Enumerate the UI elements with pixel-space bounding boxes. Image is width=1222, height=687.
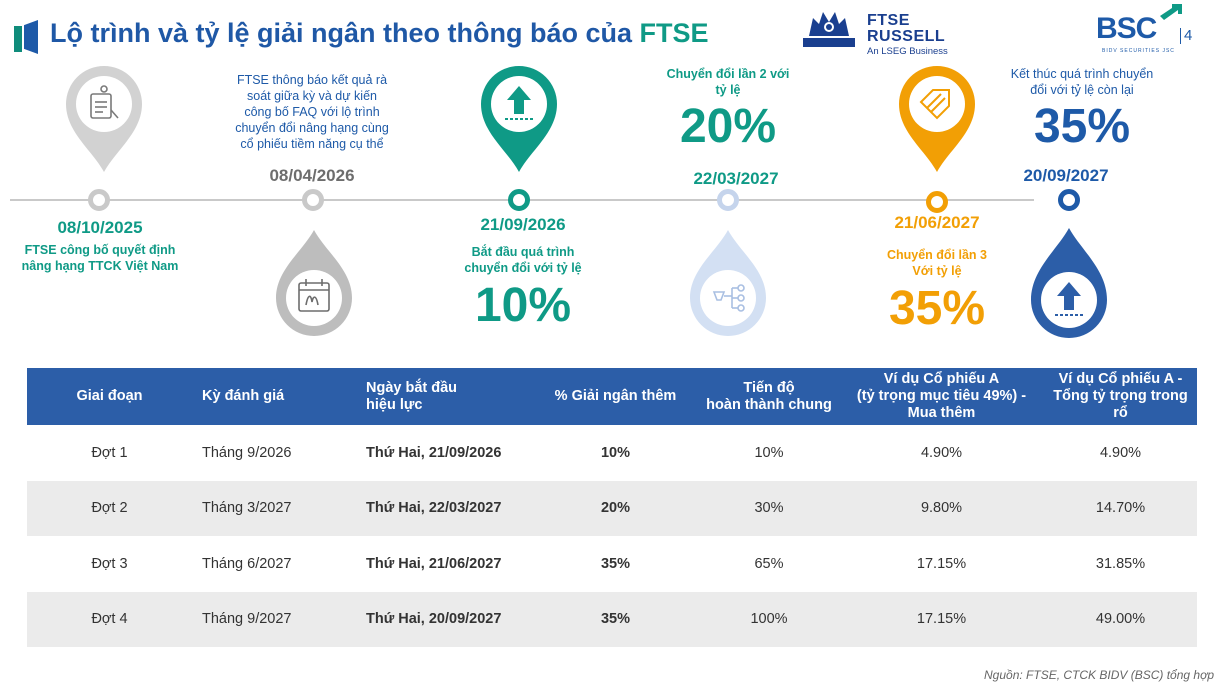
milestone-3-percent: 10%	[474, 279, 572, 332]
milestone-3-date: 21/09/2026	[480, 215, 566, 234]
cell-example-buy-more: 17.15%	[839, 591, 1044, 647]
cell-effective-date: Thứ Hai, 22/03/2027	[360, 480, 532, 536]
header-example-buy-more: Ví dụ Cổ phiếu A (tỷ trọng mục tiêu 49%) …	[839, 368, 1044, 425]
cell-effective-date: Thứ Hai, 21/06/2027	[366, 555, 502, 572]
cell-additional-disbursement: 35%	[600, 555, 631, 572]
upload-icon	[1055, 282, 1083, 316]
bsc-logo-text: BSC	[1096, 12, 1157, 45]
header-effective-date: Ngày bắt đầu hiệu lực	[360, 368, 532, 425]
milestone-1-node	[88, 189, 110, 211]
header-example-total-weight: Ví dụ Cổ phiếu A - Tổng tỷ trọng trong rổ	[1044, 368, 1197, 425]
cell-effective-date: Thứ Hai, 20/09/2027	[360, 591, 532, 647]
cell-phase: Đợt 2	[27, 480, 192, 536]
milestone-2-date: 08/04/2026	[269, 166, 355, 185]
cell-review-period: Tháng 3/2027	[192, 480, 360, 536]
milestone-6-node	[1058, 189, 1080, 211]
bsc-arrow-icon	[1160, 4, 1182, 20]
cell-overall-progress: 100%	[699, 591, 839, 647]
milestone-4-date: 22/03/2027	[693, 169, 779, 188]
milestone-2-desc: FTSE thông báo kết quả rà soát giữa kỳ và…	[235, 73, 389, 151]
cell-additional-disbursement: 10%	[600, 444, 631, 461]
tag-icon	[919, 89, 950, 120]
cell-phase: Đợt 3	[91, 555, 128, 572]
table-row: Đợt 4 Tháng 9/2027 Thứ Hai, 20/09/2027 3…	[27, 591, 1197, 647]
header-additional-disbursement: % Giải ngân thêm	[532, 368, 699, 425]
cell-overall-progress: 65%	[754, 555, 784, 572]
cell-overall-progress: 10%	[754, 444, 784, 461]
title-accent-bar	[14, 18, 38, 54]
milestone-3-desc: Bắt đầu quá trình chuyển đổi với tỷ lệ	[464, 245, 582, 275]
ftse-logo-line3: An LSEG Business	[867, 46, 948, 57]
ftse-logo-line1: FTSE	[867, 12, 910, 29]
cell-example-total-weight: 49.00%	[1044, 591, 1197, 647]
cell-review-period: Tháng 9/2026	[202, 444, 292, 461]
milestone-4-node	[717, 189, 739, 211]
table-row: Đợt 2 Tháng 3/2027 Thứ Hai, 22/03/2027 2…	[27, 480, 1197, 536]
cell-additional-disbursement: 35%	[532, 591, 699, 647]
cell-review-period: Tháng 9/2027	[192, 591, 360, 647]
cell-phase: Đợt 4	[27, 591, 192, 647]
ftse-emblem-icon	[803, 12, 855, 47]
milestone-4-percent: 20%	[679, 100, 777, 153]
cell-additional-disbursement: 20%	[532, 480, 699, 536]
milestone-6-percent: 35%	[1033, 100, 1131, 153]
page-number: 4	[1180, 28, 1192, 44]
milestone-5-percent: 35%	[888, 282, 986, 335]
cell-example-total-weight: 14.70%	[1044, 480, 1197, 536]
table-row: Đợt 1 Tháng 9/2026 Thứ Hai, 21/09/2026 1…	[27, 425, 1197, 481]
cell-example-buy-more: 17.15%	[916, 555, 967, 572]
ftse-logo-line2: RUSSELL	[867, 28, 946, 45]
cell-overall-progress: 30%	[699, 480, 839, 536]
header-overall-progress: Tiến độ hoàn thành chung	[699, 368, 839, 425]
cell-review-period: Tháng 6/2027	[202, 555, 292, 572]
milestone-2-pin	[276, 230, 352, 336]
milestone-2-node	[302, 189, 324, 211]
milestone-1-pin	[66, 66, 142, 172]
milestone-6-date: 20/09/2027	[1023, 166, 1109, 185]
milestone-5-date: 21/06/2027	[894, 213, 980, 232]
calendar-icon	[298, 279, 330, 312]
bsc-logo-sub: BIDV SECURITIES JSC	[1102, 48, 1175, 54]
milestone-5-desc: Chuyển đổi lần 3 Với tỷ lệ	[886, 248, 987, 278]
bsc-logo: BSC BIDV SECURITIES JSC	[1096, 4, 1186, 58]
upload-icon	[505, 86, 533, 120]
milestone-1-desc: FTSE công bố quyết định nâng hạng TTCK Vi…	[21, 243, 179, 273]
milestone-4-pin	[690, 230, 766, 336]
milestone-5-node	[926, 191, 948, 213]
cell-example-total-weight: 4.90%	[1099, 444, 1142, 461]
cell-effective-date: Thứ Hai, 21/09/2026	[366, 444, 502, 461]
milestone-3-node	[508, 189, 530, 211]
cell-example-buy-more: 9.80%	[839, 480, 1044, 536]
milestone-6-desc: Kết thúc quá trình chuyển đổi với tỷ lệ c…	[1010, 67, 1154, 97]
milestone-5-pin	[899, 66, 975, 172]
milestone-6-pin	[1031, 228, 1107, 338]
cell-example-total-weight: 31.85%	[1095, 555, 1146, 572]
flow-icon	[712, 284, 745, 312]
header-review-period: Kỳ đánh giá	[192, 368, 360, 425]
cell-phase: Đợt 1	[91, 444, 128, 461]
ftse-russell-logo: FTSE RUSSELL An LSEG Business	[803, 10, 948, 60]
cell-example-buy-more: 4.90%	[920, 444, 963, 461]
table-row: Đợt 3 Tháng 6/2027 Thứ Hai, 21/06/2027 3…	[27, 536, 1197, 592]
page-title: Lộ trình và tỷ lệ giải ngân theo thông b…	[50, 18, 709, 48]
milestone-1-date: 08/10/2025	[57, 218, 143, 237]
document-icon	[90, 85, 119, 119]
disbursement-table: Giai đoạn Kỳ đánh giá Ngày bắt đầu hiệu l…	[27, 368, 1197, 647]
milestone-4-desc: Chuyển đổi lần 2 với tỷ lệ	[666, 67, 790, 97]
header-phase: Giai đoạn	[27, 368, 192, 425]
milestone-3-pin	[481, 66, 557, 172]
source-note: Nguồn: FTSE, CTCK BIDV (BSC) tổng hợp	[984, 668, 1214, 682]
table-header-row: Giai đoạn Kỳ đánh giá Ngày bắt đầu hiệu l…	[27, 368, 1197, 425]
